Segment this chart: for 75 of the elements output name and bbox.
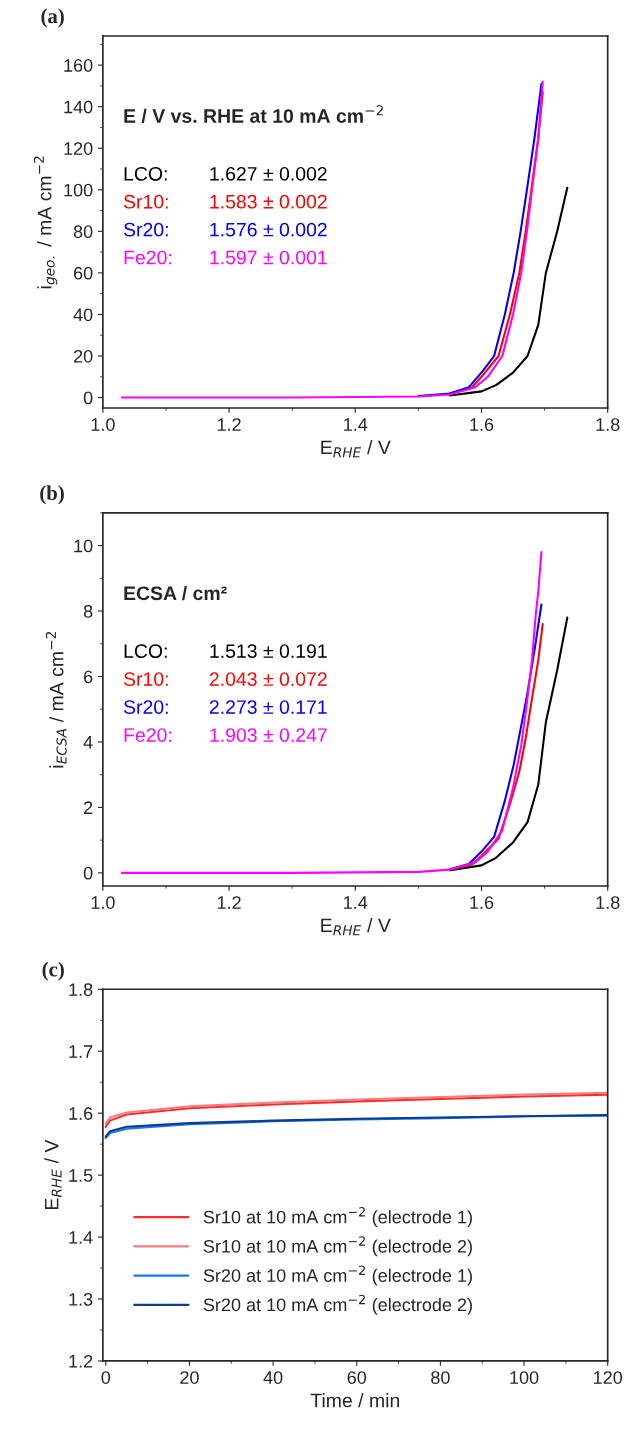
text: LCO:	[124, 166, 167, 181]
text: LCO:	[124, 644, 167, 658]
y-tick-label: 1.8	[69, 983, 93, 997]
y-tick-label: 4	[83, 736, 93, 749]
x-tick-label: 40	[263, 1371, 283, 1384]
x-tick-label: 1.0	[91, 896, 115, 909]
y-tick-label: 1.5	[69, 1169, 93, 1182]
y-tick-label: 8	[83, 604, 93, 618]
y-axis-title: i$_{geo.}$ / mA cm$^{−2}$	[33, 156, 58, 289]
annotation: ECSA / cm²	[124, 585, 227, 601]
x-tick-label: 1.0	[91, 418, 115, 431]
y-tick-label: 0	[83, 866, 93, 880]
x-tick-label: 1.4	[344, 418, 368, 431]
x-tick-label: 1.2	[217, 896, 241, 909]
x-tick-label: 60	[347, 1371, 367, 1384]
x-axis-title: E$_{RHE}$ / V	[321, 439, 391, 458]
annotation: 1.576 ± 0.002	[210, 222, 327, 237]
line-series	[448, 186, 569, 397]
x-tick-label: 1.8	[596, 418, 620, 431]
y-tick-label: 60	[73, 266, 93, 280]
y-tick-label: 140	[64, 100, 93, 114]
x-tick-label: 1.2	[217, 418, 241, 431]
legend-label: Sr20 at 10 mA cm$^{−2}$ (electrode 1)	[203, 1265, 472, 1286]
x-tick-label: 1.4	[344, 896, 368, 909]
y-tick-label: 1.2	[69, 1354, 93, 1368]
line-series	[448, 616, 569, 872]
x-tick-label: 80	[431, 1371, 450, 1384]
legend-label: Sr10 at 10 mA cm$^{−2}$ (electrode 2)	[203, 1236, 472, 1257]
y-tick-label: 160	[64, 59, 93, 72]
annotation: 2.043 ± 0.072	[209, 672, 327, 686]
text: Sr20:	[123, 222, 168, 237]
x-axis-title: E$_{RHE}$ / V	[321, 917, 391, 936]
text: Fe20:	[124, 728, 172, 742]
annotation: 1.627 ± 0.002	[210, 166, 327, 181]
y-tick-label: 0	[83, 391, 93, 405]
chart-title: (b)	[40, 485, 64, 505]
y-tick-label: 120	[64, 142, 93, 155]
x-tick-label: 100	[510, 1371, 539, 1384]
line-series	[120, 551, 543, 874]
x-tick-label: 0	[101, 1371, 111, 1384]
y-tick-label: 1.6	[69, 1107, 93, 1120]
x-axis-title: Time / min	[310, 1393, 400, 1408]
y-tick-label: 20	[73, 349, 93, 363]
line-series	[417, 82, 543, 397]
legend-label: Sr20 at 10 mA cm$^{−2}$ (electrode 2)	[203, 1294, 472, 1315]
x-tick-label: 1.6	[470, 896, 494, 909]
text: Sr10:	[123, 194, 168, 209]
text: Sr10:	[123, 672, 168, 686]
chart-title: (a)	[41, 8, 64, 28]
text: Sr20:	[123, 700, 168, 714]
y-tick-label: 10	[74, 539, 93, 553]
x-tick-label: 1.8	[596, 896, 620, 909]
y-tick-label: 2	[84, 801, 93, 814]
y-tick-label: 1.3	[69, 1292, 93, 1306]
y-tick-label: 1.4	[69, 1231, 93, 1244]
annotation: 1.513 ± 0.191	[210, 644, 327, 658]
line-series	[120, 80, 544, 399]
annotation: E / V vs. RHE at 10 mA cm$^{−2}$	[124, 105, 383, 124]
legend-label: Sr10 at 10 mA cm$^{−2}$ (electrode 1)	[203, 1207, 472, 1228]
chart-title: (c)	[42, 961, 64, 981]
annotation: 2.273 ± 0.171	[209, 700, 327, 714]
y-tick-label: 6	[84, 670, 93, 684]
y-tick-label: 80	[73, 225, 93, 239]
x-tick-label: 1.6	[470, 418, 494, 431]
y-tick-label: 40	[73, 308, 93, 322]
x-tick-label: 20	[180, 1371, 199, 1384]
x-tick-label: 120	[594, 1371, 623, 1384]
annotation: 1.903 ± 0.247	[210, 728, 327, 742]
y-tick-label: 1.7	[69, 1045, 93, 1058]
y-tick-label: 100	[64, 183, 93, 197]
text: Fe20:	[124, 250, 172, 265]
annotation: 1.597 ± 0.001	[210, 250, 327, 265]
y-axis-title: E$_{RHE}$ / V	[44, 1139, 62, 1210]
y-axis-title: i$_{ECSA}$ / mA cm$^{−2}$	[45, 632, 67, 768]
annotation: 1.583 ± 0.002	[210, 194, 327, 209]
